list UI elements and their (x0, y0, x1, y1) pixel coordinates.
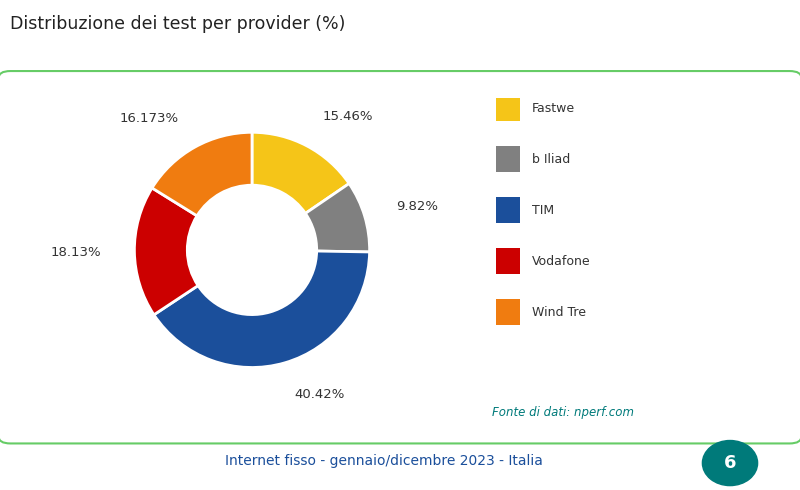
Text: 15.46%: 15.46% (322, 110, 373, 123)
Bar (496, 147, 520, 172)
Bar (496, 248, 520, 274)
Text: Internet fisso - gennaio/dicembre 2023 - Italia: Internet fisso - gennaio/dicembre 2023 -… (225, 454, 543, 468)
Bar (496, 197, 520, 223)
Text: Wind Tre: Wind Tre (532, 306, 586, 318)
Wedge shape (154, 251, 370, 368)
Text: 18.13%: 18.13% (51, 245, 102, 259)
Text: 9.82%: 9.82% (396, 200, 438, 213)
Circle shape (702, 441, 758, 486)
Text: Distribuzione dei test per provider (%): Distribuzione dei test per provider (%) (10, 15, 346, 33)
Wedge shape (252, 132, 349, 214)
FancyBboxPatch shape (0, 71, 800, 443)
Text: 6: 6 (724, 454, 736, 472)
Wedge shape (306, 184, 370, 252)
Text: b Iliad: b Iliad (532, 153, 570, 166)
Text: 40.42%: 40.42% (294, 388, 345, 401)
Wedge shape (152, 132, 252, 216)
Text: Fastwe: Fastwe (532, 102, 575, 115)
Bar (496, 299, 520, 325)
Text: 16.173%: 16.173% (120, 112, 178, 125)
Text: Vodafone: Vodafone (532, 255, 590, 268)
Bar (496, 96, 520, 121)
Wedge shape (134, 188, 198, 315)
Text: TIM: TIM (532, 204, 554, 217)
Text: Fonte di dati: nperf.com: Fonte di dati: nperf.com (492, 406, 634, 419)
